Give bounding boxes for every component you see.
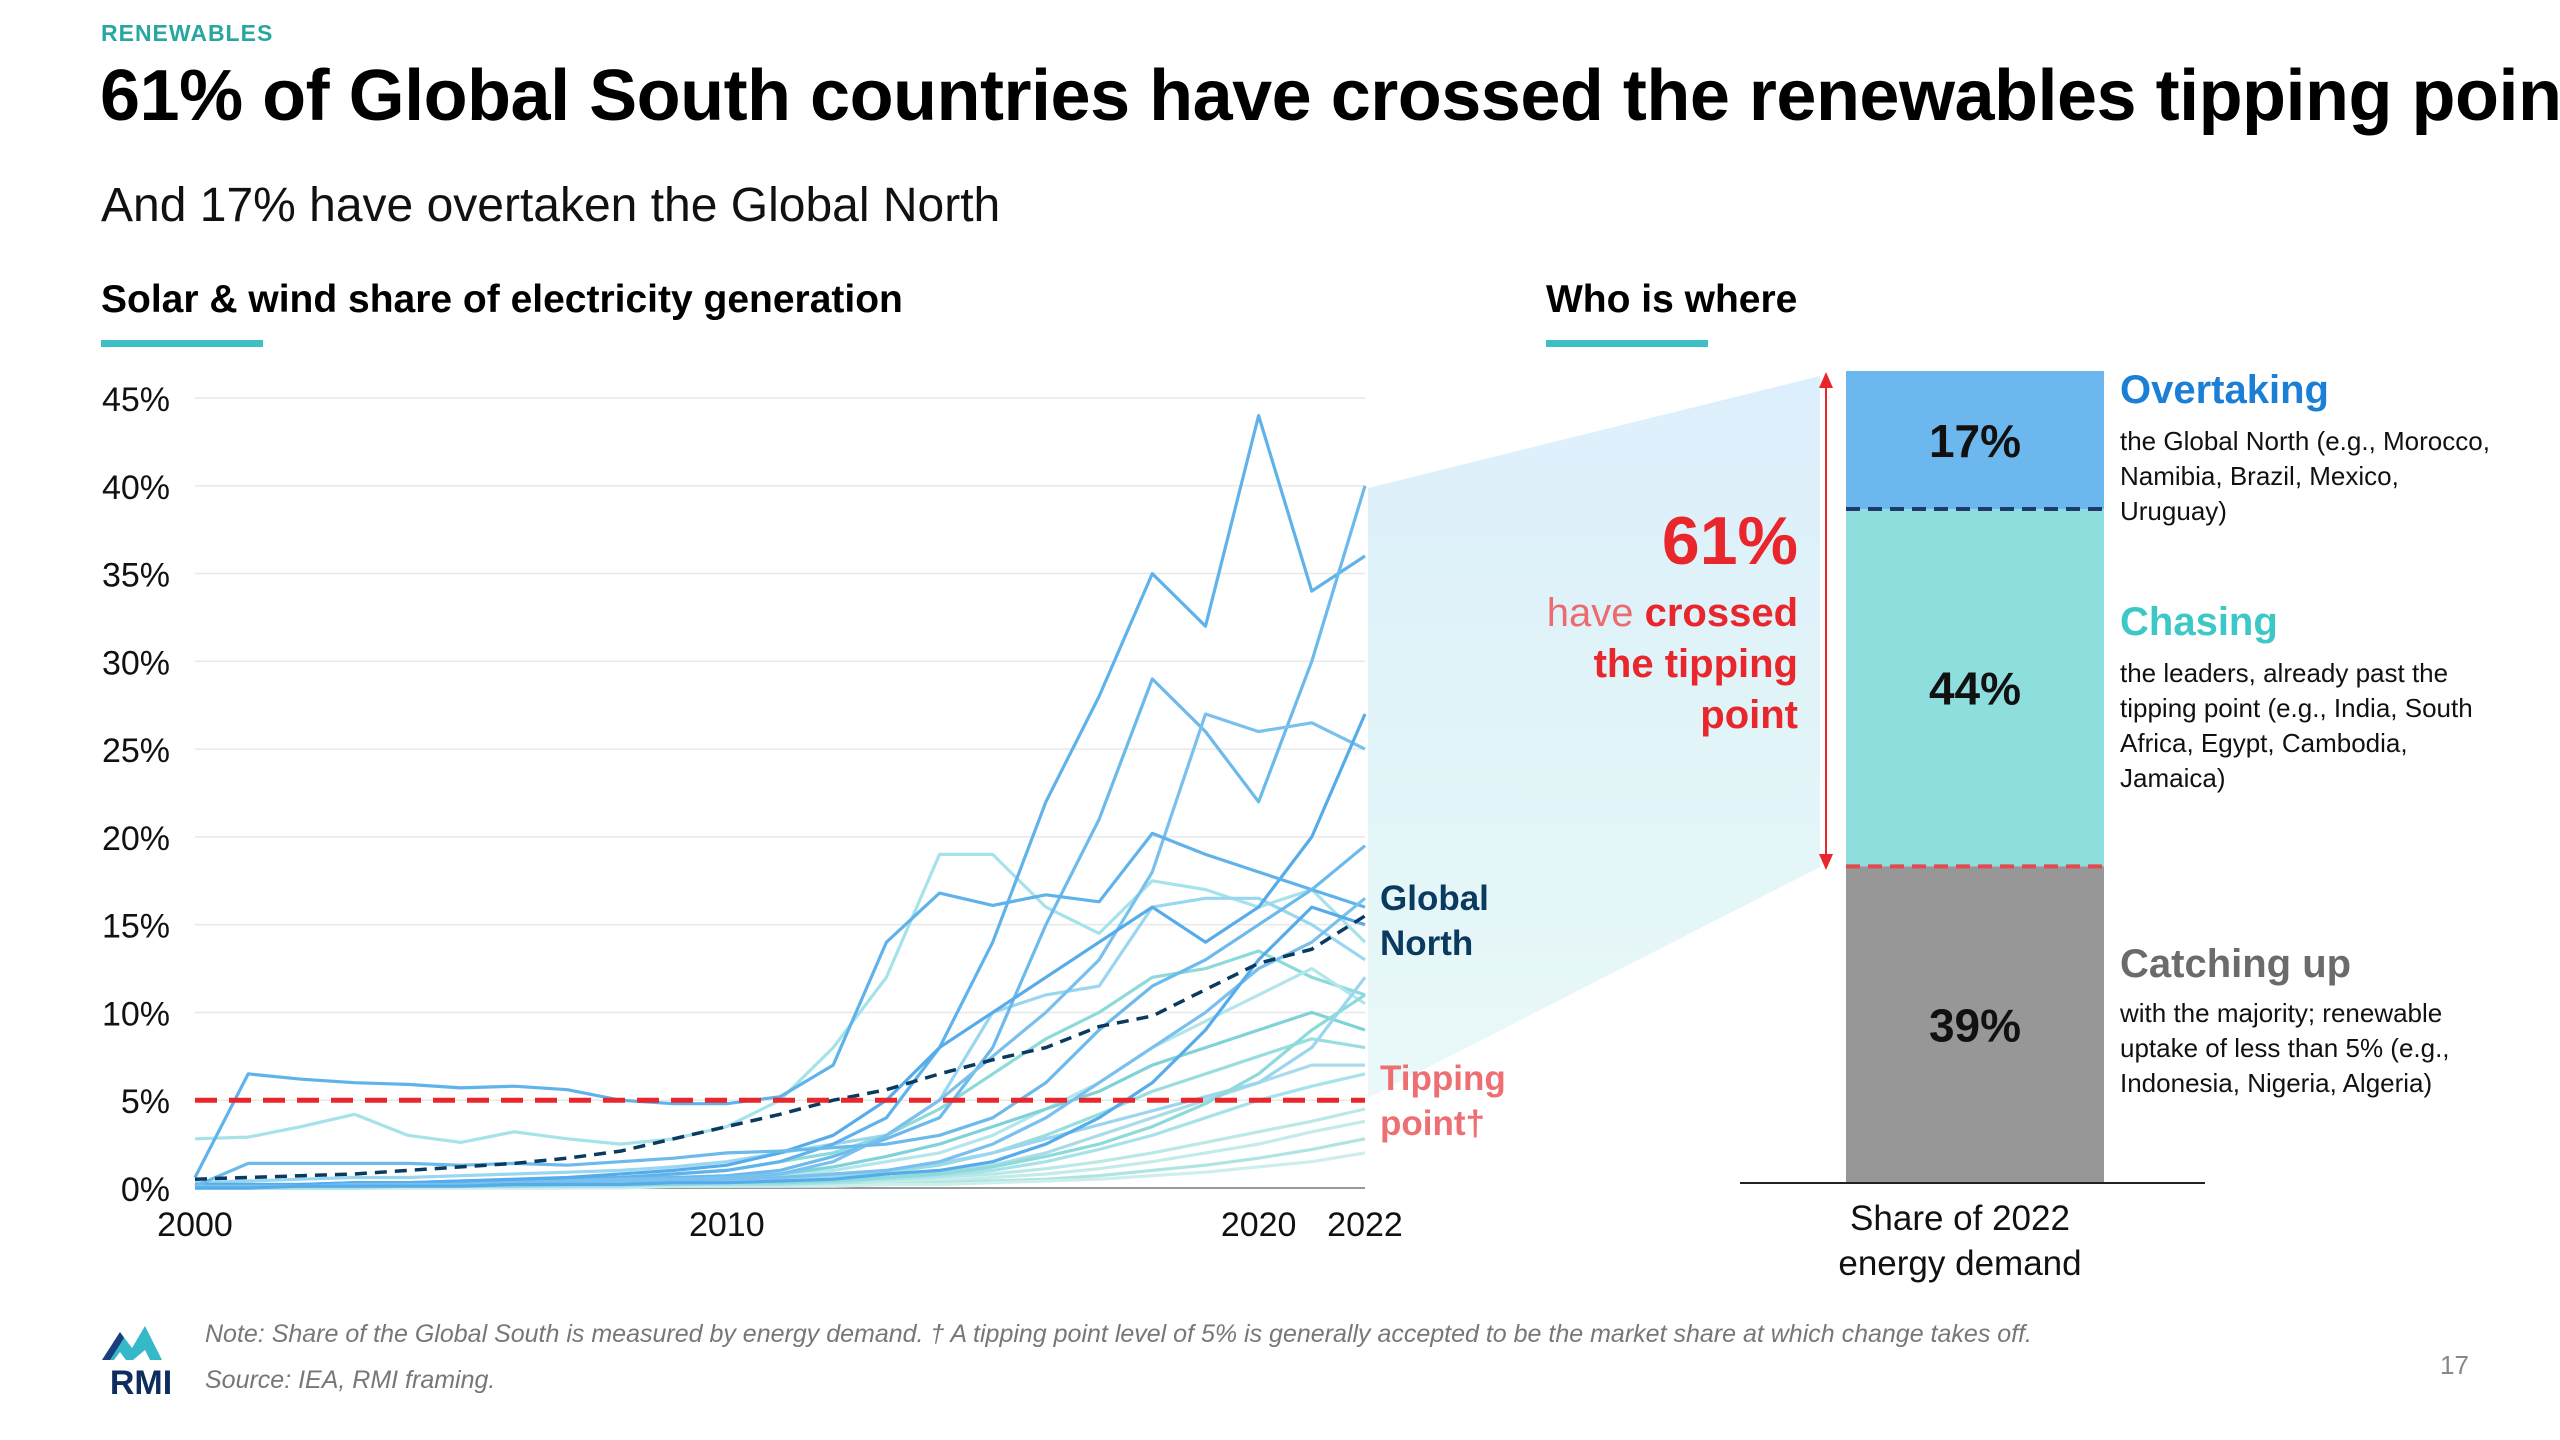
country-series [193,413,1367,1190]
headline: 61% of Global South countries have cross… [100,56,2560,136]
global-north-line [194,914,1366,1181]
x-tick-label: 2000 [157,1206,233,1244]
y-tick-label: 40% [102,469,170,507]
country-line-overtaking [195,713,1367,1187]
y-tick-label: 15% [102,908,170,946]
stacked-bar: 17% 44% 39% [1740,371,2205,1184]
bar-segment-value: 17% [1929,415,2021,467]
funnel-shape [1368,376,1820,1098]
group-overtaking-desc: the Global North (e.g., Morocco, Namibia… [2120,426,2490,526]
country-line-overtaking [195,905,1366,1190]
y-tick-label: 45% [102,381,170,419]
y-tick-label: 35% [102,557,170,595]
crossed-percent: 61% [1661,503,1798,579]
group-chasing-title: Chasing [2120,600,2278,644]
footnote: Note: Share of the Global South is measu… [205,1320,2033,1348]
x-tick-label: 2022 [1327,1206,1403,1244]
group-overtaking-title: Overtaking [2120,368,2329,412]
bar-segment-value: 39% [1929,1000,2021,1052]
bar-segment-chasing [1846,509,2104,867]
y-tick-label: 20% [102,820,170,858]
line-chart: 0% 5% 10% 15% 20% 25% 30% 35% 40% 45% 2000 2010 202… [102,381,1506,1244]
country-line-overtaking [195,897,1367,1188]
bar-chart-title-rule [1546,340,1708,347]
bar-segment-catching-up [1846,866,2104,1183]
source-note: Source: IEA, RMI framing. [205,1366,496,1394]
bar-axis-label: Share of 2022 energy demand [1838,1199,2082,1283]
group-catching-up-desc: with the majority; renewable uptake of l… [2120,998,2450,1098]
line-chart-title: Solar & wind share of electricity genera… [101,278,903,321]
group-chasing-desc: the leaders, already past the tipping po… [2120,658,2473,793]
svg-text:RMI: RMI [110,1364,172,1398]
tipping-point-label: point† [1380,1104,1485,1143]
line-chart-title-rule [101,340,263,347]
global-north-label: Global [1380,879,1489,918]
y-tick-label: 25% [102,732,170,770]
x-tick-label: 2020 [1221,1206,1297,1244]
country-line-overtaking [195,413,1366,1187]
kicker-label: RENEWABLES [101,20,274,46]
tipping-point-label: Tipping [1380,1059,1506,1098]
y-tick-label: 5% [121,1083,170,1121]
crossed-caption: have crossed the tipping point [1546,591,1798,737]
global-north-series [194,914,1366,1181]
y-tick-label: 10% [102,995,170,1033]
y-tick-label: 30% [102,644,170,682]
x-axis-ticks: 2000 2010 2020 2022 [157,1206,1403,1244]
group-catching-up-title: Catching up [2120,942,2352,986]
grid [195,397,1365,1189]
y-axis-ticks: 0% 5% 10% 15% 20% 25% 30% 35% 40% 45% [102,381,170,1209]
subtitle: And 17% have overtaken the Global North [101,179,1001,232]
bar-segment-overtaking [1846,371,2104,510]
country-line-overtaking [193,831,1366,1179]
series-labels: Global North Tipping point† [1380,879,1506,1143]
global-north-label: North [1380,924,1473,963]
y-tick-label: 0% [121,1171,170,1209]
bar-segment-value: 44% [1929,663,2021,715]
tipping-range-arrow [1819,372,1833,870]
x-tick-label: 2010 [689,1206,765,1244]
country-line-overtaking [195,485,1367,1188]
country-line-overtaking [194,844,1367,1188]
rmi-logo: RMI [102,1326,172,1398]
bar-chart-title: Who is where [1546,278,1798,321]
country-line-chasing [194,896,1366,1185]
page-number: 17 [2440,1350,2469,1380]
